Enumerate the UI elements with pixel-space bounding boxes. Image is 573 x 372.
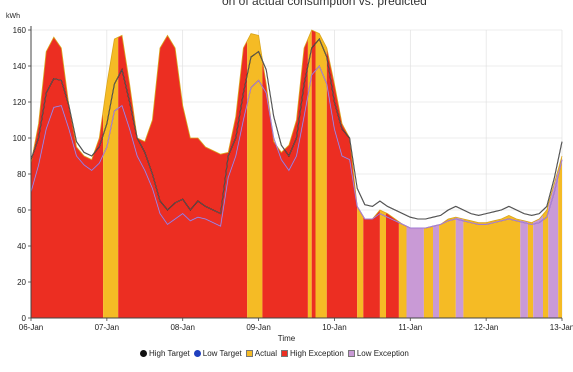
band-low-exception [406,226,424,318]
band-high-exception [118,35,248,319]
band-high-exception [386,212,399,318]
x-tick-label: 10-Jan [322,323,346,332]
legend-swatch [140,350,147,357]
band-high-exception [363,210,380,318]
legend-label: High Target [149,349,190,358]
y-tick-label: 160 [13,26,27,35]
band-low-exception [533,214,543,318]
y-tick-label: 100 [13,134,27,143]
y-tick-label: 20 [17,278,26,287]
y-tick-label: 0 [22,314,27,323]
legend-item: Low Exception [347,349,409,358]
high-target-line-highlight [30,38,563,220]
band-actual [247,33,263,318]
legend-label: High Exception [290,349,344,358]
legend-item: High Target [140,349,190,358]
y-tick-label: 40 [17,242,26,251]
band-actual [463,215,521,318]
x-axis-label: Time [278,334,296,343]
x-tick-label: 13-Jan [550,323,573,332]
band-actual [423,226,433,318]
actual-line [30,29,563,229]
y-tick-label: 140 [13,62,27,71]
band-high-exception [262,39,308,318]
band-high-exception [326,48,358,318]
x-tick-label: 06-Jan [19,323,43,332]
band-low-exception [520,219,528,318]
x-tick-label: 07-Jan [95,323,119,332]
y-tick-label: 120 [13,98,27,107]
band-actual [315,31,327,319]
band-low-exception [433,224,440,318]
x-tick-label: 11-Jan [398,323,422,332]
band-high-exception [311,30,316,318]
band-actual [439,217,456,318]
legend-item: Low Target [193,349,242,358]
legend-label: Actual [254,349,277,358]
x-tick-label: 09-Jan [246,323,270,332]
partial-title: on of actual consumption vs. predicted [222,0,427,8]
legend-swatch [281,350,288,357]
legend-item: Actual [245,349,277,358]
legend-label: Low Target [202,349,242,358]
band-actual [379,210,386,318]
x-tick-label: 12-Jan [474,323,498,332]
band-actual [543,204,549,318]
band-actual [103,37,119,318]
legend: High Target Low Target Actual High Exceptio… [140,349,413,358]
band-low-exception [455,217,464,318]
legend-swatch [347,350,355,357]
legend-label: Low Exception [356,349,409,358]
y-axis-label: kWh [6,13,20,20]
band-low-exception [548,169,559,318]
band-actual [527,221,534,318]
low-target-line-highlight [30,65,563,229]
legend-item: High Exception [281,349,344,358]
band-actual [558,156,562,318]
band-actual [357,206,364,318]
band-actual [307,30,312,318]
legend-swatch [245,350,253,357]
legend-swatch [193,350,201,357]
y-tick-label: 60 [17,206,26,215]
x-tick-label: 08-Jan [170,323,194,332]
y-tick-label: 80 [17,170,26,179]
band-actual [398,221,407,318]
band-high-exception [31,37,104,318]
